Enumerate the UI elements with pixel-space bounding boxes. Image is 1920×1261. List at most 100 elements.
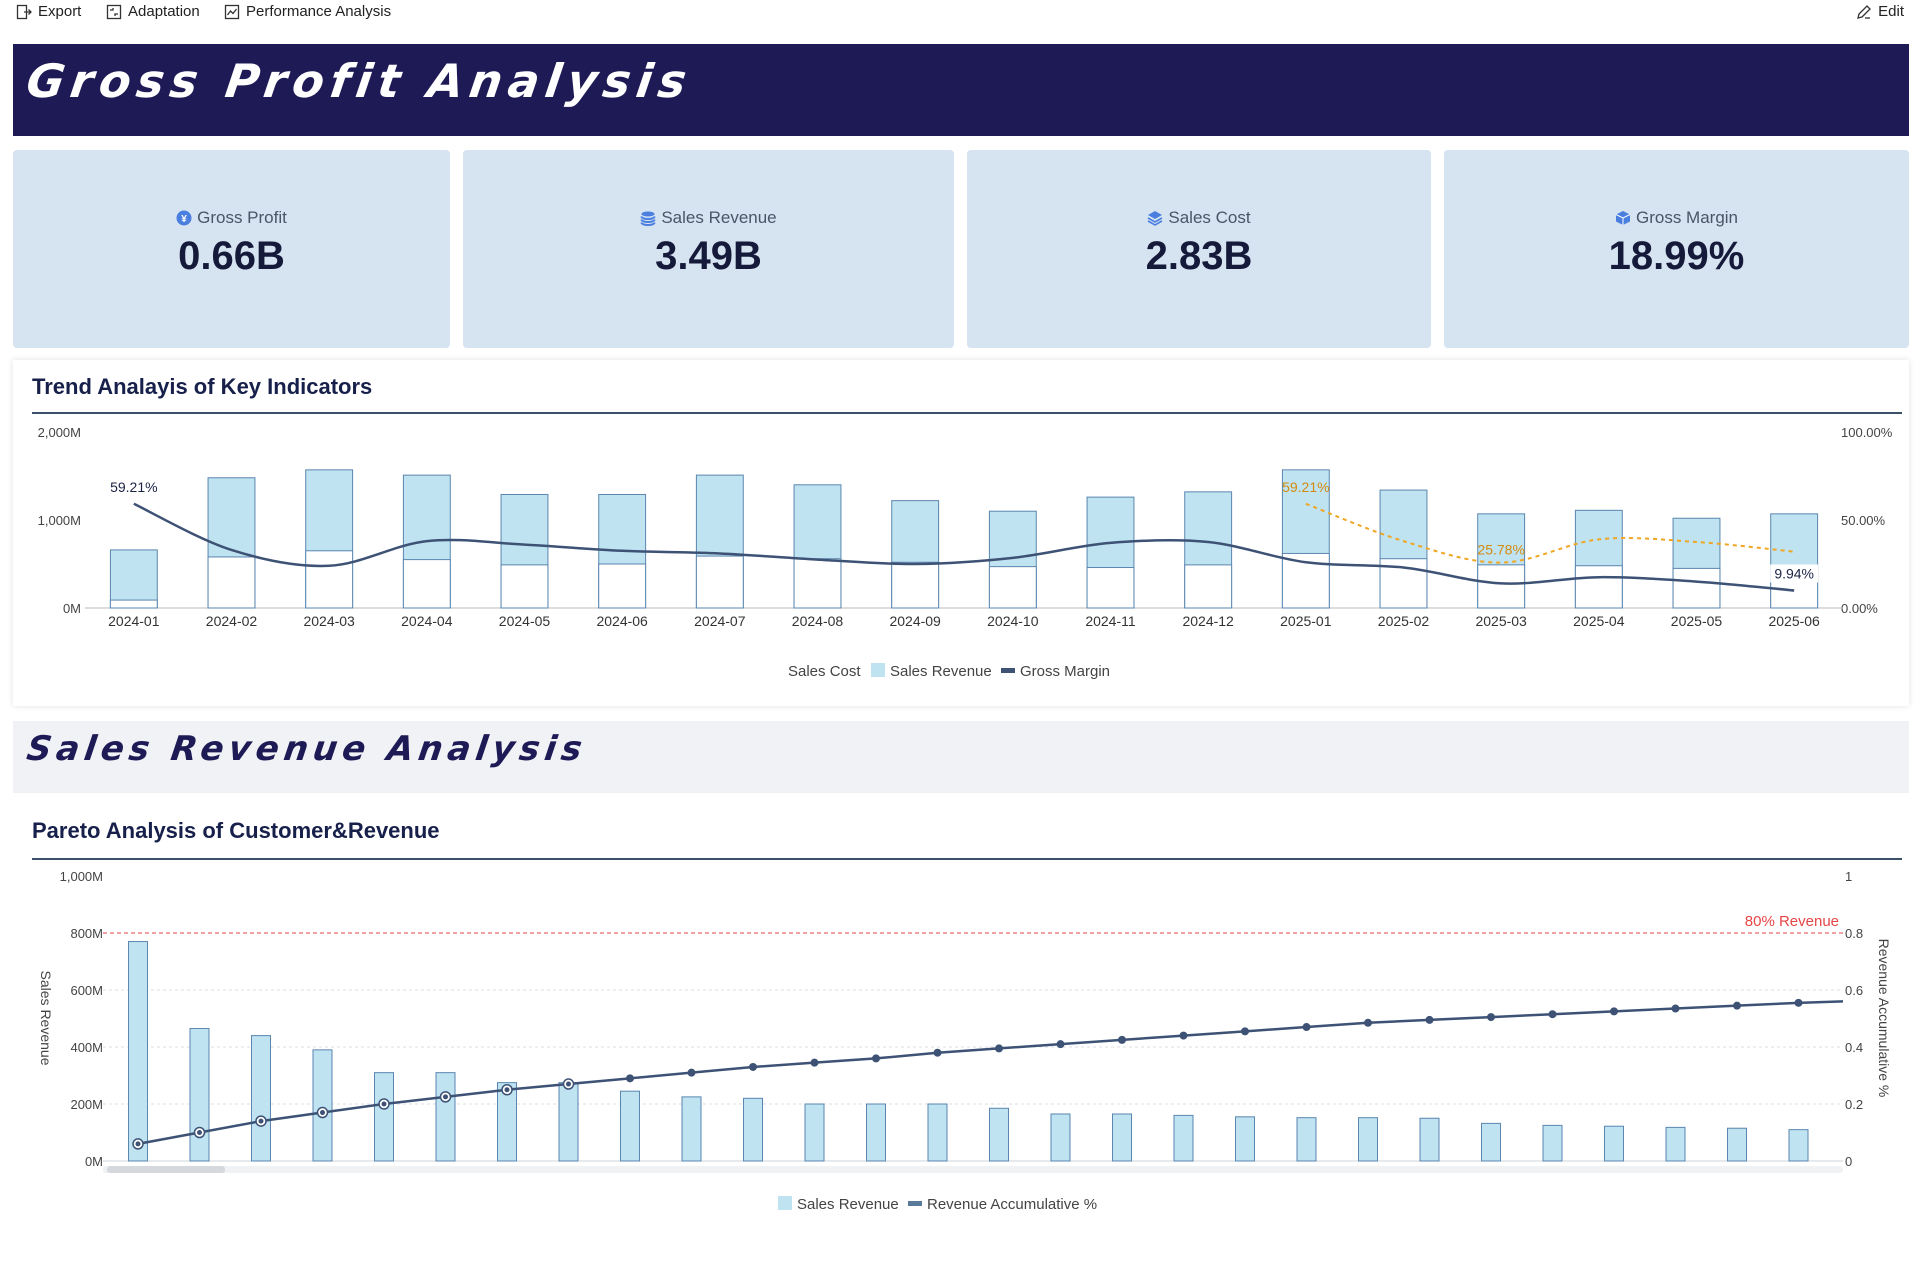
accumulative-point	[933, 1048, 942, 1057]
x-tick-label: 2024-10	[987, 613, 1039, 629]
accumulative-point	[1118, 1035, 1126, 1044]
scroll-track	[103, 1166, 1843, 1173]
cost-bar	[1477, 564, 1526, 609]
edit-label: Edit	[1878, 3, 1904, 20]
legend-label: Sales Revenue	[797, 1196, 899, 1213]
y-tick-label: 0M	[63, 601, 81, 616]
cost-bar	[402, 559, 451, 609]
performance-analysis-label: Performance Analysis	[246, 3, 392, 20]
cost-bar	[598, 563, 647, 609]
x-tick-label: 2025-06	[1768, 613, 1820, 629]
currency-icon: ¥	[176, 210, 192, 226]
y-right-tick-label: 100.00%	[1841, 425, 1893, 440]
cost-bar	[695, 555, 744, 609]
accumulative-point-core	[320, 1110, 325, 1116]
accumulative-point	[1548, 1010, 1557, 1019]
adaptation-label: Adaptation	[128, 3, 200, 20]
title-divider	[32, 858, 1902, 860]
pareto-chart: 0M 0 200M 0.2 400M 0.4 600M 0.6 800M 0.8 1,000M 1 80…	[38, 869, 1892, 1213]
y-axis-title: Sales Revenue	[38, 971, 54, 1066]
box-icon	[1615, 211, 1631, 225]
y-right-tick-label: 0	[1845, 1154, 1852, 1169]
scrollbar-thumb[interactable]	[107, 1166, 225, 1173]
accumulative-point	[1302, 1023, 1311, 1032]
accumulative-point	[1671, 1004, 1680, 1013]
revenue-bar	[1788, 1129, 1809, 1162]
trend-chart-title: Trend Analayis of Key Indicators	[32, 374, 373, 399]
y-right-tick-label: 1	[1845, 869, 1852, 884]
revenue-bar	[1604, 1125, 1624, 1162]
accumulative-point-core	[504, 1087, 510, 1093]
kpi-card-gross-margin: Gross Margin 18.99%	[1444, 150, 1909, 348]
y-tick-label: 600M	[70, 983, 103, 998]
layers-icon	[1147, 211, 1163, 226]
x-tick-label: 2025-03	[1475, 613, 1527, 629]
legend-swatch	[871, 663, 885, 677]
revenue-bar	[1050, 1113, 1071, 1162]
y-tick-label: 1,000M	[60, 869, 103, 884]
x-tick-label: 2024-04	[401, 613, 453, 629]
y-right-tick-label: 0.00%	[1841, 601, 1878, 616]
y-right-axis-title: Revenue Accumulative %	[1876, 939, 1892, 1098]
kpi-label: Sales Revenue	[661, 208, 777, 227]
edit-button[interactable]: Edit	[1856, 3, 1904, 20]
accumulative-point	[1610, 1007, 1618, 1016]
trend-chart: 0M 1,000M 2,000M 0.00% 50.00% 100.00% 2024-01 2…	[38, 425, 1893, 680]
data-label: 25.78%	[1477, 542, 1524, 558]
revenue-bar	[1481, 1122, 1501, 1162]
revenue-bar	[189, 1027, 210, 1162]
kpi-value: 18.99%	[1608, 234, 1745, 278]
revenue-bar	[128, 941, 148, 1162]
x-tick-label: 2024-11	[1085, 613, 1136, 629]
y-tick-label: 1,000M	[38, 513, 81, 528]
page-title: Gross Profit Analysis	[23, 54, 696, 108]
x-tick-label: 2024-01	[108, 613, 160, 629]
accumulative-point	[1487, 1013, 1495, 1022]
accumulative-point-core	[135, 1141, 141, 1147]
cost-bar	[1086, 567, 1135, 609]
kpi-label: Gross Margin	[1635, 208, 1739, 227]
accumulative-point-core	[197, 1130, 202, 1135]
revenue-bar	[1727, 1127, 1747, 1162]
kpi-card-gross-profit: ¥ Gross Profit 0.66B	[13, 150, 450, 348]
forecast-line	[1305, 502, 1795, 564]
revenue-bar	[866, 1103, 886, 1162]
export-button[interactable]: Export	[16, 3, 81, 20]
legend-swatch	[1001, 668, 1015, 673]
revenue-bar	[1173, 1114, 1194, 1162]
accumulative-point	[687, 1068, 696, 1077]
y-tick-label: 400M	[70, 1040, 103, 1055]
coins-icon	[640, 211, 656, 226]
kpi-value: 3.49B	[655, 234, 762, 278]
cost-bar	[1574, 565, 1623, 609]
performance-analysis-button[interactable]: Performance Analysis	[224, 3, 391, 20]
x-tick-label: 2024-05	[499, 613, 551, 629]
x-tick-label: 2024-06	[596, 613, 648, 629]
cost-bar	[793, 558, 842, 609]
kpi-value: 0.66B	[178, 234, 285, 278]
accumulative-point	[1733, 1001, 1741, 1010]
data-label-bg	[1770, 564, 1819, 583]
accumulative-point	[1241, 1027, 1249, 1036]
kpi-value: 2.83B	[1145, 234, 1253, 278]
revenue-bar	[312, 1049, 333, 1162]
x-tick-label: 2024-08	[792, 613, 844, 629]
cost-bar	[891, 561, 940, 609]
legend-swatch	[908, 1201, 922, 1206]
revenue-bar	[1235, 1116, 1255, 1162]
x-tick-label: 2025-02	[1378, 613, 1430, 629]
adaptation-button[interactable]: Adaptation	[106, 3, 200, 20]
revenue-bar	[620, 1090, 640, 1162]
revenue-bar	[927, 1103, 948, 1162]
section-banner: Sales Revenue Analysis	[13, 721, 1909, 793]
accumulative-point-core	[566, 1081, 571, 1087]
data-label: 59.21%	[1282, 479, 1329, 495]
pareto-chart-title: Pareto Analysis of Customer&Revenue	[32, 818, 440, 843]
y-right-tick-label: 0.2	[1845, 1097, 1863, 1112]
cost-bar	[1672, 567, 1721, 609]
x-tick-label: 2024-03	[303, 613, 355, 629]
section-title: Sales Revenue Analysis	[24, 729, 590, 769]
accumulative-point-core	[381, 1101, 387, 1107]
pareto-chart-card: Pareto Analysis of Customer&Revenue 0M 0 2…	[13, 800, 1909, 1230]
accumulative-point	[1425, 1015, 1434, 1024]
